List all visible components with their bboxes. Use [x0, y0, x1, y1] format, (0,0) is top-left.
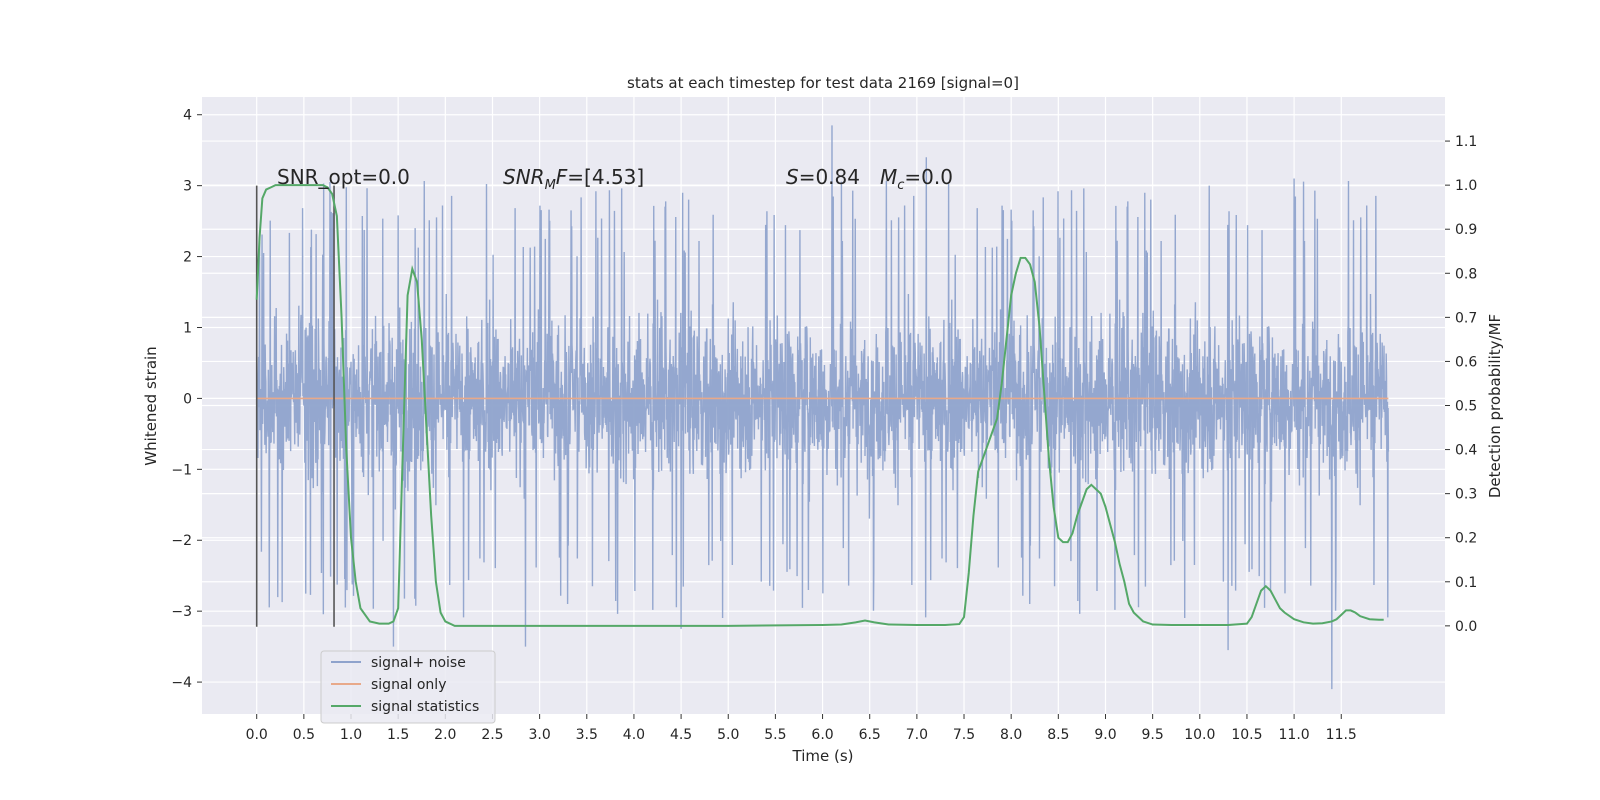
x-tick-label: 10.5	[1231, 727, 1262, 743]
y-tick-label-right: 0.0	[1455, 619, 1477, 635]
vertical-lines	[255, 185, 335, 627]
x-tick-label: 0.0	[246, 727, 268, 743]
x-tick-label: 6.0	[811, 727, 833, 743]
x-tick-label: 7.0	[906, 727, 928, 743]
mc-annotation: Mc=0.0	[880, 165, 953, 193]
s-value: =0.84	[799, 165, 860, 189]
y-tick-label-right: 1.1	[1455, 134, 1477, 150]
legend-label: signal only	[371, 677, 446, 693]
y-tick-label-left: 0	[183, 391, 192, 407]
x-tick-label: 5.0	[717, 727, 739, 743]
y-tick-label-right: 1.0	[1455, 178, 1477, 194]
x-tick-label: 4.5	[670, 727, 692, 743]
x-tick-label: 1.5	[387, 727, 409, 743]
signal-plus-noise-series	[256, 125, 1390, 690]
x-tick-label: 3.5	[576, 727, 598, 743]
chart-title: stats at each timestep for test data 216…	[627, 74, 1019, 92]
x-tick-label: 9.0	[1094, 727, 1116, 743]
noise-layer	[256, 125, 1390, 690]
axes: 0.0 0.5 1.0 1.5 2.0 2.5 3.0 3.5 4.0 4.5 5.0 5.5 6.0 6…	[171, 108, 1477, 743]
s-label: S	[786, 165, 799, 189]
y-tick-label-left: 1	[183, 320, 192, 336]
snr-mf-annotation: SNRMF=[4.53]	[503, 165, 644, 193]
y-tick-label-right: 0.6	[1455, 354, 1477, 370]
y-tick-label-right: 0.8	[1455, 266, 1477, 282]
y-tick-label-left: 4	[183, 108, 192, 124]
y-tick-label-left: −3	[171, 604, 192, 620]
snr-mf-rest: =[4.53]	[567, 165, 644, 189]
snr-mf-rest-italic: F	[556, 165, 568, 189]
legend: signal+ noise signal only signal statistic…	[320, 650, 496, 724]
y-tick-label-right: 0.3	[1455, 487, 1477, 503]
snr-mf-sub: M	[545, 178, 556, 193]
snr-mf-base: SNR	[503, 165, 545, 189]
x-tick-label: 6.5	[859, 727, 881, 743]
legend-box	[320, 650, 496, 724]
x-tick-label: 5.5	[764, 727, 786, 743]
y-tick-label-right: 0.7	[1455, 310, 1477, 326]
y-axis-label-right: Detection probability/MF	[1486, 314, 1504, 498]
x-tick-label: 2.5	[481, 727, 503, 743]
y-tick-label-left: −2	[171, 533, 192, 549]
mc-value: =0.0	[904, 165, 953, 189]
x-tick-label: 2.0	[434, 727, 456, 743]
x-tick-label: 10.0	[1184, 727, 1215, 743]
y-tick-label-left: −4	[171, 675, 192, 691]
x-tick-label: 11.0	[1279, 727, 1310, 743]
x-tick-label: 1.0	[340, 727, 362, 743]
x-tick-label: 3.0	[528, 727, 550, 743]
x-axis-label: Time (s)	[792, 747, 854, 765]
y-tick-label-right: 0.5	[1455, 399, 1477, 415]
statistics-layer	[255, 184, 1384, 627]
snr-opt-annotation: SNR_opt=0.0	[277, 165, 410, 189]
x-tick-label: 7.5	[953, 727, 975, 743]
y-tick-label-left: 3	[183, 179, 192, 195]
x-tick-label: 8.0	[1000, 727, 1022, 743]
legend-label: signal+ noise	[371, 655, 466, 671]
y-axis-label-left: Whitened strain	[142, 346, 160, 465]
s-annotation: S=0.84	[786, 165, 860, 189]
mc-label: M	[880, 165, 897, 189]
y-tick-label-right: 0.2	[1455, 531, 1477, 547]
y-tick-label-right: 0.9	[1455, 222, 1477, 238]
y-tick-label-left: −1	[171, 462, 192, 478]
y-tick-label-left: 2	[183, 250, 192, 266]
y-tick-label-right: 0.4	[1455, 443, 1477, 459]
signal-statistics-series	[255, 184, 1384, 627]
y-tick-label-right: 0.1	[1455, 575, 1477, 591]
x-tick-label: 0.5	[293, 727, 315, 743]
x-tick-label: 8.5	[1047, 727, 1069, 743]
legend-label: signal statistics	[371, 699, 479, 715]
x-tick-label: 9.5	[1142, 727, 1164, 743]
x-tick-label: 4.0	[623, 727, 645, 743]
x-tick-label: 11.5	[1326, 727, 1357, 743]
mc-sub: c	[897, 178, 904, 193]
